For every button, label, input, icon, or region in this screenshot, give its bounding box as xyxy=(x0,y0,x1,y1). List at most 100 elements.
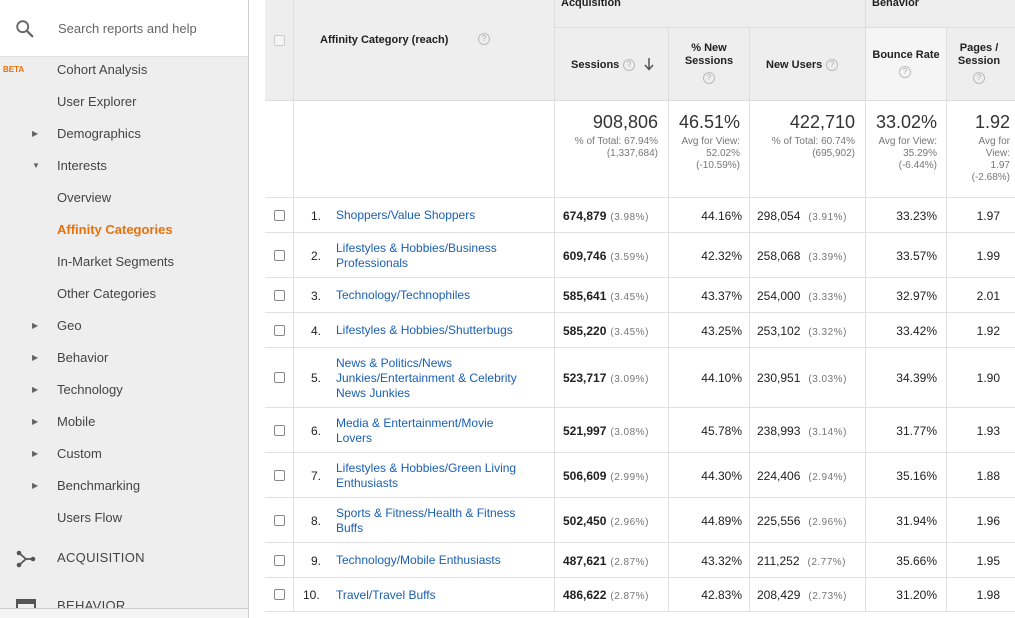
sidebar-footer xyxy=(0,608,248,618)
row-select-cell xyxy=(265,313,294,348)
bounce-rate-value: 31.20% xyxy=(896,588,937,602)
sidebar-item-label: In-Market Segments xyxy=(57,254,175,269)
new-users-percent: (3.91%) xyxy=(808,211,847,223)
sidebar-item-label: Mobile xyxy=(57,414,96,429)
sidebar-item-behavior[interactable]: ▶ Behavior xyxy=(0,342,248,374)
affinity-category-link[interactable]: Travel/Travel Buffs xyxy=(336,588,546,603)
affinity-category-link[interactable]: Shoppers/Value Shoppers xyxy=(336,208,546,223)
sidebar-item-interests[interactable]: ▼ Interests xyxy=(0,150,248,182)
search-input[interactable] xyxy=(58,16,238,40)
help-icon[interactable]: ? xyxy=(973,72,985,84)
affinity-category-link[interactable]: Lifestyles & Hobbies/Green Living Enthusi… xyxy=(336,461,546,491)
sidebar-item-other-categories[interactable]: Other Categories xyxy=(0,278,248,310)
bounce-rate-column-header[interactable]: Bounce Rate ? xyxy=(866,28,947,101)
sidebar-item-overview[interactable]: Overview xyxy=(0,182,248,214)
sidebar-item-label: Other Categories xyxy=(57,286,156,301)
sessions-column-header[interactable]: Sessions ? xyxy=(555,28,669,101)
search-icon[interactable] xyxy=(14,18,36,40)
select-all-checkbox[interactable] xyxy=(274,35,285,46)
row-checkbox[interactable] xyxy=(274,469,285,481)
row-number: 5. xyxy=(311,371,322,385)
help-icon[interactable]: ? xyxy=(703,72,715,84)
sessions-cell: 609,746 (3.59%) xyxy=(555,233,669,278)
new-sessions-value: 44.10% xyxy=(701,371,742,385)
totals-bounce-rate-sub3: (-6.44%) xyxy=(898,160,937,171)
new-users-value-group: 230,951 (3.03%) xyxy=(757,371,847,385)
sessions-value: 523,717 xyxy=(563,371,607,385)
sidebar-item-user-explorer[interactable]: User Explorer xyxy=(0,86,248,118)
sessions-value-group: 486,622 (2.87%) xyxy=(563,588,649,602)
new-users-cell: 253,102 (3.32%) xyxy=(750,313,866,348)
sidebar-item-affinity-categories[interactable]: Affinity Categories xyxy=(0,214,248,246)
affinity-category-link[interactable]: Lifestyles & Hobbies/Shutterbugs xyxy=(336,323,546,338)
new-users-value-group: 224,406 (2.94%) xyxy=(757,469,847,483)
pages-session-column-header[interactable]: Pages / Session ? xyxy=(947,28,1015,101)
category-link-line: Lovers xyxy=(336,430,373,445)
sidebar-section-acquisition[interactable]: ACQUISITION xyxy=(0,542,248,574)
new-sessions-value: 43.32% xyxy=(701,553,742,568)
caret-right-icon[interactable]: ▶ xyxy=(32,129,39,138)
new-sessions-column-header[interactable]: % New Sessions ? xyxy=(669,28,750,101)
totals-pages-session-sub1: Avg for xyxy=(978,136,1011,147)
caret-right-icon[interactable]: ▶ xyxy=(32,321,39,330)
category-link-line: Buffs xyxy=(336,520,364,535)
sidebar-section-label: ACQUISITION xyxy=(57,550,145,565)
new-users-cell: 230,951 (3.03%) xyxy=(750,348,866,408)
sidebar-item-demographics[interactable]: ▶ Demographics xyxy=(0,118,248,150)
row-checkbox[interactable] xyxy=(274,424,285,436)
bounce-rate-header-label: Bounce Rate xyxy=(872,49,940,61)
new-users-column-header[interactable]: New Users ? xyxy=(750,28,866,101)
sidebar-item-benchmarking[interactable]: ▶ Benchmarking xyxy=(0,470,248,502)
row-checkbox[interactable] xyxy=(274,554,285,566)
help-icon[interactable]: ? xyxy=(478,33,490,45)
affinity-category-link[interactable]: News & Politics/News Junkies/Entertainmen… xyxy=(336,356,546,401)
sessions-cell: 674,879 (3.98%) xyxy=(555,198,669,233)
row-checkbox[interactable] xyxy=(274,372,285,383)
sidebar-item-mobile[interactable]: ▶ Mobile xyxy=(0,406,248,438)
bounce-rate-cell: 33.42% xyxy=(866,313,947,348)
new-users-cell: 225,556 (2.96%) xyxy=(750,498,866,543)
new-sessions-value: 44.89% xyxy=(701,513,742,528)
sidebar-item-geo[interactable]: ▶ Geo xyxy=(0,310,248,342)
affinity-category-link[interactable]: Technology/Technophiles xyxy=(336,288,546,303)
help-icon[interactable]: ? xyxy=(899,66,911,78)
totals-pages-session: 1.92 Avg for View: 1.97 (-2.68%) xyxy=(947,101,1015,198)
new-sessions-cell: 45.78% xyxy=(669,408,750,453)
sidebar-item-cohort-analysis[interactable]: Cohort Analysis BETA xyxy=(0,54,248,86)
caret-right-icon[interactable]: ▶ xyxy=(32,449,39,458)
sidebar-item-technology[interactable]: ▶ Technology xyxy=(0,374,248,406)
sidebar-item-custom[interactable]: ▶ Custom xyxy=(0,438,248,470)
new-users-percent: (3.14%) xyxy=(808,426,847,438)
sessions-value: 585,220 xyxy=(563,323,607,338)
affinity-category-link[interactable]: Lifestyles & Hobbies/Business Professiona… xyxy=(336,241,546,271)
new-sessions-cell: 44.10% xyxy=(669,348,750,408)
row-checkbox[interactable] xyxy=(274,589,285,600)
row-checkbox[interactable] xyxy=(274,209,285,221)
caret-right-icon[interactable]: ▶ xyxy=(32,353,39,362)
help-icon[interactable]: ? xyxy=(826,59,838,71)
pages-session-cell: 1.97 xyxy=(947,198,1015,233)
sessions-percent: (3.09%) xyxy=(610,374,649,385)
sort-descending-icon[interactable] xyxy=(643,57,655,71)
new-sessions-cell: 43.32% xyxy=(669,543,750,578)
caret-right-icon[interactable]: ▶ xyxy=(32,481,39,490)
affinity-category-link[interactable]: Media & Entertainment/Movie Lovers xyxy=(336,416,546,446)
new-users-value-group: 258,068 (3.39%) xyxy=(757,249,847,263)
bounce-rate-cell: 33.57% xyxy=(866,233,947,278)
affinity-category-link[interactable]: Technology/Mobile Enthusiasts xyxy=(336,553,546,568)
row-checkbox[interactable] xyxy=(274,289,285,301)
caret-down-icon[interactable]: ▼ xyxy=(32,161,40,170)
row-checkbox[interactable] xyxy=(274,514,285,526)
row-checkbox[interactable] xyxy=(274,324,285,336)
new-sessions-value: 42.32% xyxy=(701,248,742,263)
caret-right-icon[interactable]: ▶ xyxy=(32,385,39,394)
pages-session-value: 2.01 xyxy=(976,288,1000,303)
sidebar-item-users-flow[interactable]: Users Flow xyxy=(0,502,248,534)
help-icon[interactable]: ? xyxy=(623,59,635,71)
affinity-category-link[interactable]: Sports & Fitness/Health & Fitness Buffs xyxy=(336,506,546,536)
totals-new-users: 422,710 % of Total: 60.74% (695,902) xyxy=(750,101,866,198)
sidebar-item-in-market-segments[interactable]: In-Market Segments xyxy=(0,246,248,278)
row-checkbox[interactable] xyxy=(274,249,285,261)
dimension-header[interactable]: Affinity Category (reach) ? xyxy=(294,0,555,101)
caret-right-icon[interactable]: ▶ xyxy=(32,417,39,426)
